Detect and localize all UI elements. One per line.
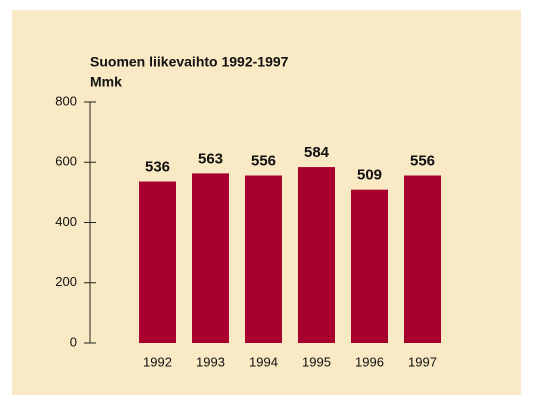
y-tick-label: 600 [55, 154, 77, 169]
value-label: 556 [251, 152, 276, 169]
value-label: 509 [357, 167, 382, 184]
x-tick-label: 1994 [249, 354, 278, 369]
x-tick-label: 1995 [302, 354, 331, 369]
chart-title: Suomen liikevaihto 1992-1997 [90, 54, 289, 70]
value-label: 536 [145, 158, 170, 175]
y-tick-label: 400 [55, 214, 77, 229]
y-tick-label: 800 [55, 93, 77, 108]
value-label: 563 [198, 150, 223, 167]
x-tick-label: 1993 [196, 354, 225, 369]
bar [351, 189, 388, 343]
x-tick-label: 1992 [143, 354, 172, 369]
bar [298, 167, 335, 343]
bar [245, 175, 282, 343]
bar [404, 175, 441, 343]
x-tick-label: 1997 [408, 354, 437, 369]
bar [192, 173, 229, 343]
value-label: 584 [304, 144, 330, 161]
x-tick-label: 1996 [355, 354, 384, 369]
value-label: 556 [410, 152, 435, 169]
chart-subtitle: Mmk [90, 74, 122, 90]
y-tick-label: 200 [55, 274, 77, 289]
y-tick-label: 0 [70, 334, 77, 349]
bar [139, 181, 176, 343]
